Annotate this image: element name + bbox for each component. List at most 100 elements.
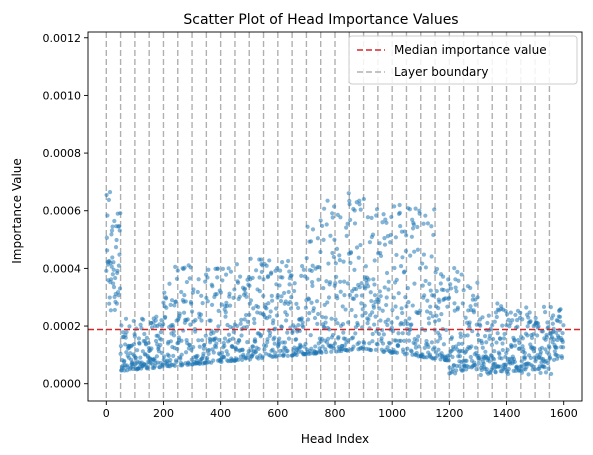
data-point	[324, 222, 329, 227]
data-point	[272, 350, 278, 355]
data-point	[199, 338, 205, 343]
data-point	[203, 279, 208, 284]
data-point	[142, 331, 147, 337]
data-point	[366, 277, 371, 282]
data-point	[261, 293, 266, 299]
data-point	[354, 293, 359, 298]
data-point	[195, 353, 200, 358]
data-point	[253, 339, 258, 344]
data-point	[127, 324, 132, 329]
data-point	[193, 318, 198, 323]
data-point	[172, 363, 178, 368]
data-point	[333, 261, 338, 266]
data-point	[334, 246, 340, 251]
data-point	[362, 303, 367, 308]
data-point	[288, 325, 293, 330]
data-point	[544, 334, 549, 340]
data-point	[435, 339, 440, 344]
data-point	[345, 348, 350, 353]
data-point	[345, 281, 350, 286]
data-point	[388, 232, 393, 238]
data-point	[424, 309, 430, 314]
data-point	[407, 316, 412, 321]
data-point	[446, 295, 452, 300]
data-point	[332, 341, 338, 346]
data-point	[110, 224, 115, 229]
data-point	[201, 346, 206, 351]
data-point	[495, 301, 500, 306]
data-point	[381, 332, 386, 337]
data-point	[512, 359, 517, 364]
data-point	[117, 228, 122, 233]
x-tick-label: 400	[210, 407, 231, 420]
data-point	[415, 247, 421, 252]
data-point	[480, 315, 485, 320]
data-point	[519, 370, 525, 375]
data-point	[525, 324, 530, 329]
data-point	[115, 268, 120, 273]
data-point	[538, 370, 543, 376]
data-point	[353, 331, 358, 336]
y-tick-label: 0.0008	[43, 147, 82, 160]
data-point	[274, 313, 280, 318]
y-tick-label: 0.0012	[43, 32, 82, 45]
data-point	[191, 287, 196, 292]
data-point	[284, 263, 289, 269]
data-point	[299, 273, 304, 279]
data-point	[359, 281, 364, 286]
data-point	[196, 338, 201, 343]
data-point	[214, 341, 219, 346]
data-point	[469, 344, 474, 349]
data-point	[247, 312, 252, 317]
data-point	[300, 264, 305, 269]
data-point	[282, 340, 288, 345]
data-point	[412, 249, 417, 254]
data-point	[343, 336, 348, 341]
data-point	[458, 331, 463, 336]
data-point	[491, 357, 497, 362]
data-point	[475, 332, 481, 338]
data-point	[288, 306, 294, 311]
data-point	[292, 288, 297, 294]
data-point	[422, 345, 427, 351]
data-point	[420, 283, 425, 288]
data-point	[271, 318, 276, 323]
data-point	[112, 218, 117, 224]
data-point	[214, 292, 219, 297]
data-point	[377, 289, 382, 294]
data-point	[448, 282, 453, 287]
y-tick-label: 0.0002	[43, 320, 82, 333]
data-point	[361, 346, 366, 352]
data-point	[316, 277, 321, 282]
data-point	[278, 268, 283, 273]
data-point	[369, 215, 374, 220]
data-point	[193, 329, 198, 334]
data-point	[403, 248, 408, 254]
data-point	[244, 355, 249, 360]
data-point	[298, 343, 303, 349]
data-point	[539, 345, 545, 350]
data-point	[468, 285, 473, 291]
data-point	[506, 371, 511, 376]
data-point	[211, 358, 216, 363]
data-point	[324, 350, 329, 355]
data-point	[460, 301, 465, 306]
data-point	[173, 264, 178, 269]
data-point	[322, 325, 327, 330]
data-point	[513, 312, 518, 318]
data-point	[405, 346, 410, 351]
data-point	[533, 315, 538, 321]
data-point	[433, 270, 438, 275]
data-point	[475, 280, 480, 285]
data-point	[408, 253, 413, 258]
data-point	[104, 268, 109, 273]
data-point	[487, 359, 492, 364]
data-point	[219, 302, 224, 307]
data-point	[546, 366, 551, 371]
data-point	[245, 340, 250, 345]
data-point	[168, 357, 173, 363]
data-point	[238, 321, 243, 326]
data-point	[441, 342, 447, 347]
data-point	[436, 347, 441, 352]
data-point	[335, 296, 340, 301]
